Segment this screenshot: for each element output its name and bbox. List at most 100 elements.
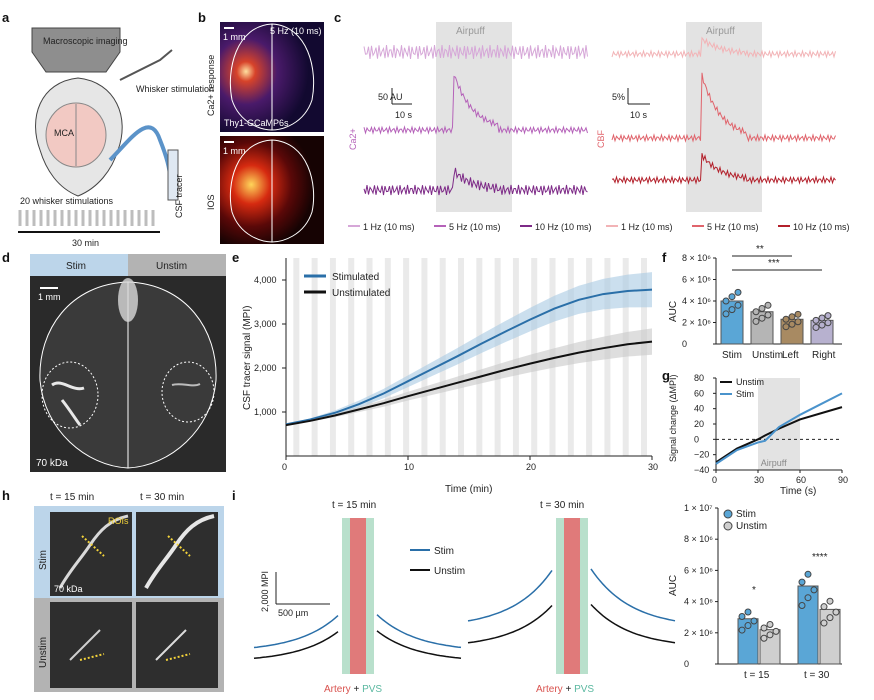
stim-header-label: Stim — [66, 261, 86, 272]
ibar-y-tick-label: 0 — [684, 659, 689, 669]
i-profile-unstim-15 — [253, 630, 462, 660]
panel-label-g: g — [662, 368, 670, 383]
g-ylabel: Signal change (ΔMPI) — [668, 374, 678, 462]
e-plot-area: 0 10 20 30 1,000 2,000 3,000 4,000 Stimulated Uns… — [254, 258, 658, 472]
legend-label: 5 Hz (10 ms) — [707, 222, 759, 232]
ibar-point — [750, 617, 758, 625]
ibar-legend-marker — [723, 509, 733, 519]
frequency-legend: 1 Hz (10 ms) 5 Hz (10 ms) 10 Hz (10 ms) 1 H… — [348, 222, 850, 232]
panel-h-images: t = 15 min t = 30 min Stim Unstim ROIs 7… — [34, 492, 224, 692]
g-y-tick-label: −20 — [694, 450, 709, 460]
panel-a-schematic: Macroscopic imaging MCA Whisker stimulat… — [18, 27, 214, 248]
ios-axis-label: IOS — [206, 194, 216, 210]
duration-label: 30 min — [72, 238, 99, 248]
f-point — [764, 311, 772, 319]
legend-label: 1 Hz (10 ms) — [621, 222, 673, 232]
i-scale-mpi: 2,000 MPI — [260, 571, 270, 612]
trace-cbf-5hz — [611, 72, 836, 143]
ca-axis-label: Ca2+ response — [206, 55, 216, 116]
f-ylabel: AUC — [668, 301, 679, 322]
ibar-y-tick-label: 8 × 10⁶ — [684, 534, 713, 544]
stim-stripe — [476, 258, 483, 456]
ibar-point — [744, 622, 752, 630]
e-y-tick-label: 4,000 — [254, 275, 277, 285]
stim-stripe — [293, 258, 300, 456]
i-scale-um: 500 µm — [278, 608, 308, 618]
ibar-point — [766, 621, 774, 629]
ibar-significance: **** — [812, 552, 828, 563]
f-y-tick-label: 6 × 10⁶ — [682, 275, 711, 285]
g-y-tick-label: −40 — [694, 465, 709, 475]
stim-stripe — [366, 258, 373, 456]
line-label: Thy1-GCaMP6s — [224, 118, 289, 128]
scale-label-d: 1 mm — [38, 292, 61, 302]
e-series-band — [286, 272, 652, 425]
g-y-tick-label: 20 — [694, 419, 704, 429]
e-legend-label: Stimulated — [332, 272, 379, 283]
ibar-point — [820, 619, 828, 627]
panel-label-d: d — [2, 250, 10, 265]
legend-label: 10 Hz (10 ms) — [793, 222, 850, 232]
h-img-unstim-15 — [50, 602, 132, 688]
ibar-point — [738, 612, 746, 620]
scale-top-label: 1 mm — [223, 32, 246, 42]
f-category-label: Left — [782, 350, 799, 361]
f-point — [722, 310, 730, 318]
g-x-tick-label: 0 — [712, 475, 717, 485]
stim-stripe — [384, 258, 391, 456]
cbf-axis-label: CBF — [596, 129, 606, 148]
f-point — [824, 319, 832, 327]
h-img-unstim-30 — [136, 602, 218, 688]
g-y-tick-label: 0 — [694, 434, 699, 444]
ibar-point — [744, 608, 752, 616]
cbf-scale-label: 5% — [612, 92, 625, 102]
i-legend-stim: Stim — [434, 546, 454, 557]
i-profile-lines — [253, 568, 676, 660]
ibar-y-tick-label: 2 × 10⁶ — [684, 628, 713, 638]
trace-cbf-10hz — [611, 153, 836, 185]
ibar-legend-marker — [723, 521, 733, 531]
ibar-point — [760, 634, 768, 642]
ca-axis-label-c: Ca2+ — [348, 128, 358, 150]
g-x-tick-label: 90 — [838, 475, 848, 485]
f-point — [764, 301, 772, 309]
f-sig-2: *** — [768, 258, 780, 269]
stim-stripe — [641, 258, 648, 456]
f-point — [818, 321, 826, 329]
ibar-point — [772, 627, 780, 635]
e-y-tick-label: 3,000 — [254, 319, 277, 329]
panel-label-h: h — [2, 488, 10, 503]
panel-i-profiles: t = 15 min t = 30 min 2,000 MPI 500 µm S… — [253, 500, 676, 695]
e-x-tick-label: 30 — [648, 462, 658, 472]
trace-lines — [363, 36, 836, 196]
csf-label: CSF tracer — [174, 174, 184, 218]
camera-icon — [31, 27, 121, 73]
g-y-tick-label: 80 — [694, 373, 704, 383]
g-plot-area: Airpuff 0 30 60 90 −40 −20 0 20 40 60 80 Unstim Stim — [694, 373, 848, 485]
g-y-tick-label: 40 — [694, 404, 704, 414]
panel-label-a: a — [2, 10, 10, 25]
f-point — [782, 323, 790, 331]
panel-b-images: Ca2+ response 1 mm 5 Hz (10 ms) Thy1-GCa… — [206, 22, 324, 244]
ibar-point — [798, 602, 806, 609]
ibar-category-label: t = 15 — [744, 670, 770, 681]
f-y-tick-label: 0 — [682, 339, 687, 349]
g-y-tick-label: 60 — [694, 388, 704, 398]
tracer-label-d: 70 kDa — [36, 458, 68, 469]
panel-f-chart: AUC 0 2 × 10⁶ 4 × 10⁶ 6 × 10⁶ 8 × 10⁶ Stim Uns… — [668, 244, 842, 361]
f-point — [818, 314, 826, 322]
g-airpuff-label: Airpuff — [761, 458, 787, 468]
panel-c-traces: Airpuff Airpuff 50 AU 10 s Ca2+ 5% 10 s … — [348, 22, 850, 232]
i-t15: t = 15 min — [332, 500, 376, 511]
ca-time-label: 10 s — [395, 110, 413, 120]
ibar-significance: * — [752, 585, 756, 596]
syringe-icon — [167, 149, 179, 201]
stim-stripe — [494, 258, 501, 456]
g-legend-label: Unstim — [736, 377, 764, 387]
h-stim-label: Stim — [38, 550, 49, 570]
trace-ca-10hz — [363, 167, 588, 196]
f-y-tick-label: 8 × 10⁶ — [682, 253, 711, 263]
ibar-point — [766, 631, 774, 639]
legend-label: 1 Hz (10 ms) — [363, 222, 415, 232]
